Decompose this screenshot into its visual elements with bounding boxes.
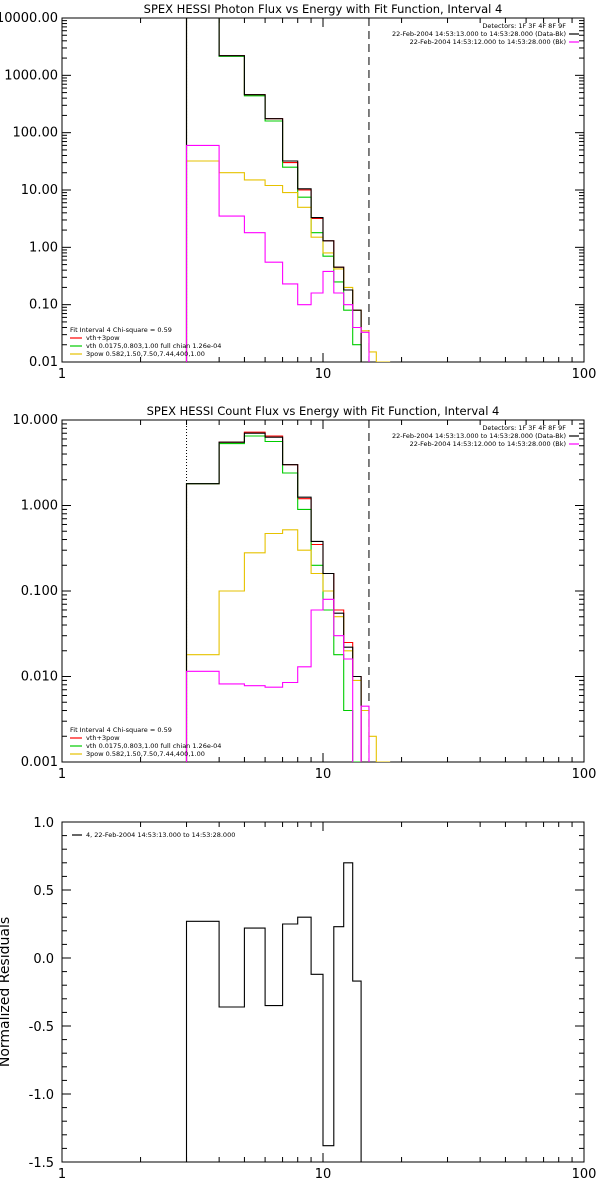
info-line: 22-Feb-2004 14:53:13.000 to 14:53:28.000… — [392, 432, 566, 440]
info-line: Detectors: 1F 3F 4F 8F 9F — [482, 424, 566, 432]
legend-entry: vth+3pow — [86, 734, 120, 742]
series-line-4 — [185, 144, 370, 362]
plot-panel-count: SPEX HESSI Count Flux vs Energy with Fit… — [13, 404, 597, 782]
legend-entry: Fit Interval 4 Chi-square = 0.59 — [70, 726, 172, 734]
y-tick-label: -1.0 — [29, 1088, 54, 1103]
y-tick-label: 0.0 — [33, 952, 54, 967]
legend-entry: 4, 22-Feb-2004 14:53:13.000 to 14:53:28.… — [86, 831, 235, 839]
y-tick-label: 100.00 — [13, 126, 59, 141]
y-tick-label: 0.001 — [21, 755, 58, 770]
x-tick-label: 10 — [315, 367, 332, 382]
y-tick-label: 0.01 — [29, 355, 58, 370]
legend-entry: vth+3pow — [86, 334, 120, 342]
series-line-3 — [185, 18, 362, 362]
x-tick-label: 100 — [572, 767, 597, 782]
y-tick-label: 10.000 — [13, 413, 59, 428]
legend-entry: vth 0.0175,0.803,1.00 full chian 1.26e-0… — [86, 342, 221, 350]
legend-entry: 3pow 0.582,1.50,7.50,7.44,400,1.00 — [86, 750, 205, 758]
x-tick-label: 1 — [58, 767, 66, 782]
x-tick-label: 1 — [58, 367, 66, 382]
y-tick-label: -1.5 — [29, 1156, 54, 1171]
series-line-0 — [185, 862, 362, 1162]
y-tick-label: 1.0 — [33, 816, 54, 831]
y-axis-label: Normalized Residuals — [0, 917, 13, 1067]
plot-title: SPEX HESSI Photon Flux vs Energy with Fi… — [144, 2, 503, 16]
series-line-0 — [185, 18, 362, 362]
y-tick-label: 10000.00 — [0, 11, 58, 26]
legend-entry: Fit Interval 4 Chi-square = 0.59 — [70, 326, 172, 334]
series-line-2 — [185, 529, 391, 762]
y-tick-label: 0.010 — [21, 670, 58, 685]
y-tick-label: 0.100 — [21, 584, 58, 599]
plot-panel-residuals: 1 10 100 -1.5 -1.0 -0.5 0.0 0.5 1.0 Normalized Re… — [0, 816, 596, 1182]
x-tick-label: 10 — [315, 1167, 332, 1182]
info-line: Detectors: 1F 3F 4F 8F 9F — [482, 22, 566, 30]
series-group — [185, 431, 391, 762]
series-line-4 — [360, 705, 370, 762]
x-tick-label: 10 — [315, 767, 332, 782]
y-tick-label: -0.5 — [29, 1020, 54, 1035]
y-tick-label: 10.00 — [21, 183, 58, 198]
y-tick-label: 1.000 — [21, 499, 58, 514]
series-line-4 — [185, 598, 354, 762]
plot-panel-photon: SPEX HESSI Photon Flux vs Energy with Fi… — [0, 2, 596, 382]
info-line: 22-Feb-2004 14:53:12.000 to 14:53:28.000… — [410, 440, 566, 448]
plot-frame — [61, 17, 585, 363]
series-group — [185, 18, 391, 362]
series-line-3 — [185, 432, 362, 762]
series-line-1 — [185, 435, 362, 762]
info-line: 22-Feb-2004 14:53:12.000 to 14:53:28.000… — [410, 38, 566, 46]
x-tick-label: 100 — [572, 367, 597, 382]
x-tick-label: 100 — [572, 1167, 597, 1182]
plot-title: SPEX HESSI Count Flux vs Energy with Fit… — [147, 404, 500, 418]
y-tick-label: 1000.00 — [4, 68, 58, 83]
y-tick-label: 0.5 — [33, 884, 54, 899]
series-line-1 — [185, 18, 362, 362]
y-tick-label: 0.10 — [29, 298, 58, 313]
legend-entry: vth 0.0175,0.803,1.00 full chian 1.26e-0… — [86, 742, 221, 750]
series-group — [185, 862, 362, 1162]
y-tick-label: 1.00 — [29, 240, 58, 255]
info-line: 22-Feb-2004 14:53:13.000 to 14:53:28.000… — [392, 30, 566, 38]
series-line-0 — [185, 431, 362, 762]
legend-entry: 3pow 0.582,1.50,7.50,7.44,400,1.00 — [86, 350, 205, 358]
x-tick-label: 1 — [58, 1167, 66, 1182]
series-line-2 — [185, 160, 391, 362]
